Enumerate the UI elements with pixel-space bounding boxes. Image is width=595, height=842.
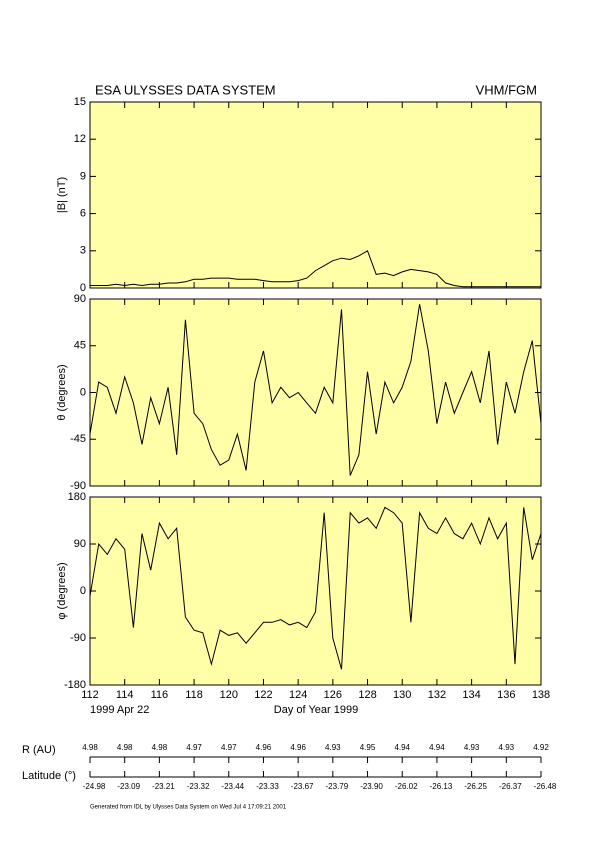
y-tick-label: -90 [70, 480, 86, 492]
y-tick-label: 0 [80, 386, 86, 398]
lat-value: -26.37 [499, 782, 522, 791]
x-tick-label: 134 [462, 689, 480, 701]
y-tick-label: 90 [74, 538, 86, 550]
y-tick-label: -180 [64, 679, 86, 691]
lat-value: -23.67 [291, 782, 314, 791]
x-tick-label: 124 [289, 689, 307, 701]
x-tick-label: 130 [393, 689, 411, 701]
y-tick-label: -90 [70, 632, 86, 644]
panel-background [89, 298, 542, 487]
lat-label: Latitude (°) [22, 770, 76, 782]
r-value: 4.98 [82, 743, 98, 752]
x-tick-label: 122 [254, 689, 272, 701]
y-tick-label: 0 [80, 585, 86, 597]
r-value: 4.93 [499, 743, 515, 752]
x-tick-label: 120 [220, 689, 238, 701]
r-value: 4.97 [186, 743, 202, 752]
x-tick-label: 138 [532, 689, 550, 701]
header-instrument: VHM/FGM [476, 82, 537, 97]
y-axis-label: θ (degrees) [56, 364, 68, 420]
r-value: 4.92 [533, 743, 549, 752]
y-tick-label: -45 [70, 433, 86, 445]
lat-value: -26.02 [395, 782, 418, 791]
y-tick-label: 45 [74, 340, 86, 352]
data-line [90, 250, 541, 288]
y-axis-label: φ (degrees) [56, 562, 68, 619]
y-tick-label: 15 [74, 96, 86, 108]
y-tick-label: 0 [80, 282, 86, 294]
lat-value: -26.13 [430, 782, 453, 791]
r-value: 4.95 [360, 743, 376, 752]
lat-value: -26.48 [534, 782, 557, 791]
lat-value: -23.44 [221, 782, 244, 791]
lat-value: -26.25 [464, 782, 487, 791]
header-title: ESA ULYSSES DATA SYSTEM [95, 82, 276, 97]
x-tick-label: 118 [185, 689, 203, 701]
y-tick-label: 6 [80, 208, 86, 220]
data-line [89, 304, 542, 476]
r-value: 4.98 [152, 743, 168, 752]
y-tick-label: 3 [80, 245, 86, 257]
r-value: 4.93 [325, 743, 341, 752]
r-value: 4.98 [117, 743, 133, 752]
date-annotation: 1999 Apr 22 [90, 704, 149, 716]
lat-value: -23.79 [326, 782, 349, 791]
lat-value: -23.90 [360, 782, 383, 791]
x-tick-label: 114 [116, 689, 134, 701]
y-tick-label: 90 [74, 293, 86, 305]
x-tick-label: 132 [428, 689, 446, 701]
lat-value: -23.21 [152, 782, 175, 791]
r-value: 4.94 [429, 743, 445, 752]
y-tick-label: 9 [80, 170, 86, 182]
y-tick-label: 180 [68, 491, 86, 503]
y-tick-label: 12 [74, 133, 86, 145]
r-label: R (AU) [22, 744, 56, 756]
lat-value: -23.33 [256, 782, 279, 791]
lat-value: -23.32 [187, 782, 210, 791]
r-value: 4.93 [464, 743, 480, 752]
lat-value: -23.09 [117, 782, 140, 791]
panel-background [89, 101, 542, 289]
y-axis-label: |B| (nT) [56, 177, 68, 213]
x-tick-label: 136 [497, 689, 515, 701]
footer: Generated from IDL by Ulysses Data Syste… [90, 805, 287, 811]
x-axis-label: Day of Year 1999 [274, 704, 358, 716]
r-value: 4.94 [394, 743, 410, 752]
x-tick-label: 112 [81, 689, 99, 701]
data-line [89, 506, 542, 670]
panel-background [89, 496, 542, 686]
r-value: 4.97 [221, 743, 237, 752]
x-tick-label: 116 [151, 689, 169, 701]
r-value: 4.96 [290, 743, 306, 752]
lat-value: -24.98 [83, 782, 106, 791]
r-value: 4.96 [256, 743, 272, 752]
x-tick-label: 128 [358, 689, 376, 701]
x-tick-label: 126 [324, 689, 342, 701]
